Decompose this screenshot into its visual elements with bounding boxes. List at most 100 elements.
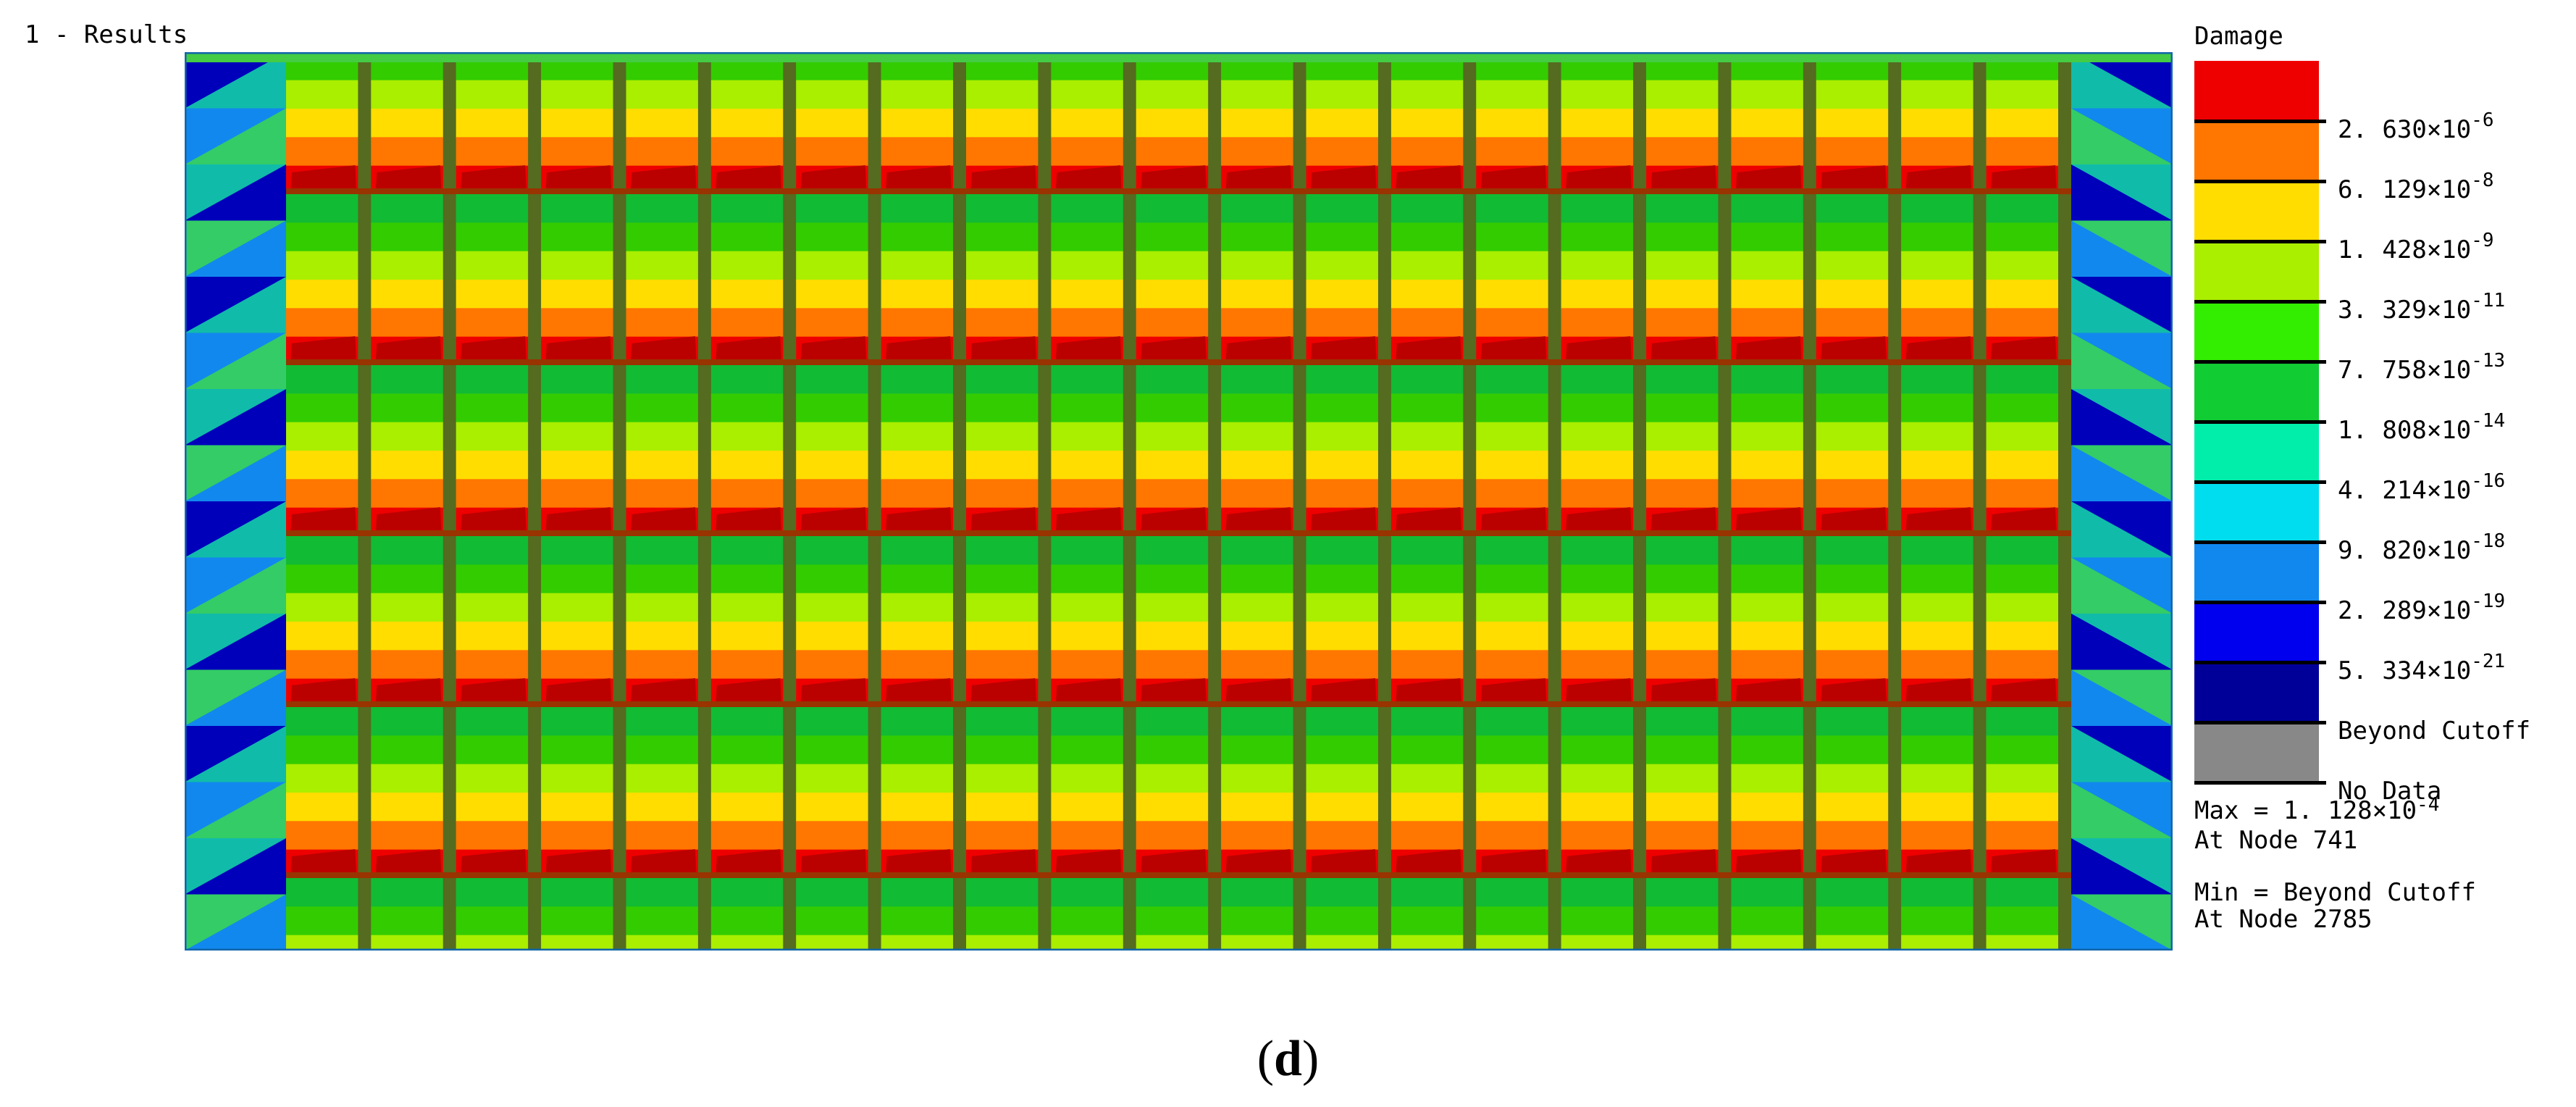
contour-band [1901, 564, 1986, 594]
contour-band [1646, 422, 1732, 451]
cell-gap [442, 536, 456, 707]
contour-band [371, 365, 456, 395]
damage-peak [1225, 849, 1292, 878]
contour-band [1476, 308, 1561, 338]
cell-gap [1973, 536, 1986, 707]
cell-gap [1038, 52, 1052, 194]
damage-peak [290, 336, 357, 365]
cell-gap [1633, 536, 1647, 707]
contour-band [1476, 222, 1561, 252]
damage-peak [375, 507, 442, 536]
contour-band [881, 451, 967, 480]
contour-band [286, 564, 372, 594]
cell-gap [1208, 52, 1222, 194]
contour-band [1816, 251, 1902, 280]
contour-band [1646, 793, 1732, 822]
cell-gap [528, 194, 542, 365]
cell-gap [1973, 878, 1986, 951]
edge-triangle [2071, 614, 2173, 670]
cell-gap [1463, 52, 1477, 194]
damage-peak [460, 849, 527, 878]
damage-peak [375, 678, 442, 707]
contour-band [626, 393, 711, 423]
damage-peak [1905, 336, 1972, 365]
contour-band [1731, 422, 1816, 451]
edge-triangle [185, 333, 286, 389]
contour-band [1901, 935, 1986, 951]
damage-peak [1140, 336, 1207, 365]
contour-band [371, 906, 456, 936]
damage-peak [970, 849, 1037, 878]
contour-band [1986, 793, 2071, 822]
contour-band [1390, 593, 1477, 622]
contour-band [541, 109, 626, 138]
contour-band [1051, 422, 1136, 451]
contour-band [1306, 536, 1391, 566]
contour-band [1901, 479, 1986, 509]
contour-band [1306, 308, 1391, 338]
contour-band [796, 80, 881, 109]
contour-band [1901, 650, 1986, 680]
cell-gap [358, 878, 372, 951]
contour-band [1051, 564, 1136, 594]
contour-band [626, 935, 711, 951]
contour-band [1561, 536, 1647, 566]
edge-triangle [2071, 52, 2173, 109]
damage-peak [1395, 165, 1462, 194]
contour-band [1986, 109, 2071, 138]
contour-band [371, 793, 456, 822]
contour-band [541, 878, 626, 908]
contour-band [541, 536, 626, 566]
contour-band [881, 222, 967, 252]
cell-gap [1293, 52, 1306, 194]
contour-band [1646, 564, 1732, 594]
contour-band [796, 280, 881, 309]
cell-gap [613, 707, 626, 878]
contour-band [710, 536, 797, 566]
contour-band [1986, 194, 2071, 224]
contour-band [1986, 222, 2071, 252]
contour-band [881, 650, 967, 680]
contour-band [626, 80, 711, 109]
cell-gap [1718, 536, 1732, 707]
damage-peak [630, 507, 697, 536]
cell-gap [868, 878, 881, 951]
contour-band [796, 764, 881, 793]
contour-band [966, 280, 1052, 309]
contour-band [1986, 593, 2071, 622]
contour-band [286, 308, 372, 338]
contour-band [1306, 109, 1391, 138]
cell-gap [1888, 194, 1902, 365]
cell-gap [1208, 365, 1222, 536]
contour-band [1390, 365, 1477, 395]
legend-swatch [2194, 241, 2319, 301]
contour-band [710, 137, 797, 167]
cell-gap [1718, 52, 1732, 194]
damage-peak [630, 678, 697, 707]
cell-gap [528, 52, 542, 194]
legend-swatch [2194, 422, 2319, 482]
contour-band [1306, 451, 1391, 480]
cell-gap [783, 52, 797, 194]
cell-gap [697, 707, 711, 878]
cell-gap [1973, 194, 1986, 365]
contour-band [1136, 451, 1222, 480]
contour-band [1136, 935, 1222, 951]
contour-band [1390, 451, 1477, 480]
contour-band [1646, 479, 1732, 509]
contour-band [1646, 536, 1732, 566]
contour-band [966, 906, 1052, 936]
damage-peak [1565, 678, 1632, 707]
contour-band [796, 479, 881, 509]
contour-band [286, 422, 372, 451]
edge-triangle [2071, 838, 2173, 895]
contour-band [710, 393, 797, 423]
damage-peak [1140, 507, 1207, 536]
cell-gap [953, 365, 967, 536]
contour-band [371, 308, 456, 338]
contour-band [371, 137, 456, 167]
contour-band [456, 422, 542, 451]
cell-gap [2058, 878, 2071, 951]
legend-label: Beyond Cutoff [2338, 717, 2531, 745]
contour-band [456, 393, 542, 423]
